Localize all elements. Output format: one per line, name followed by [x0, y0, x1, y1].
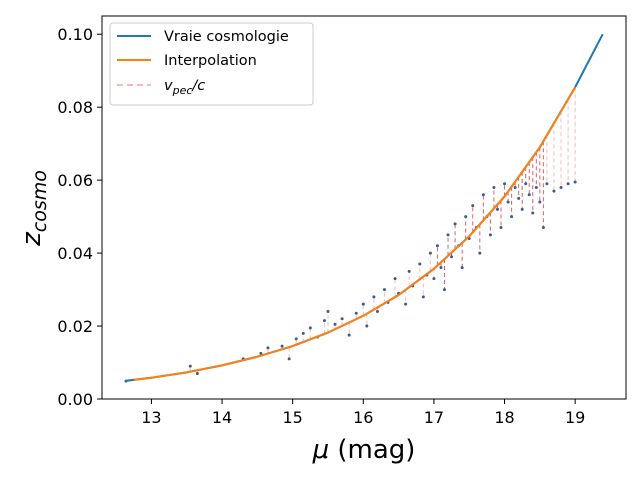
scatter-points — [124, 180, 577, 383]
scatter-point — [382, 288, 386, 292]
x-axis-title-unit: (mag) — [329, 435, 415, 465]
legend-label-interpolation: Interpolation — [164, 53, 257, 69]
scatter-point — [308, 326, 312, 330]
legend-label-vpec-sub: pec — [172, 84, 193, 97]
scatter-point — [407, 269, 411, 273]
legend-label-vpec: vpec/c — [164, 78, 205, 97]
scatter-point — [340, 317, 344, 321]
scatter-point — [266, 346, 270, 350]
scatter-point — [460, 266, 464, 270]
scatter-point — [347, 333, 351, 337]
scatter-point — [538, 200, 542, 204]
x-axis: 13 14 15 16 17 18 19 — [141, 399, 585, 427]
scatter-point — [354, 311, 358, 315]
scatter-point — [520, 207, 524, 211]
scatter-point — [481, 193, 485, 197]
legend-label-vpec-tail: /c — [190, 78, 205, 94]
scatter-point — [541, 226, 545, 230]
scatter-point — [372, 295, 376, 299]
y-axis: 0.00 0.02 0.04 0.06 0.08 0.10 — [57, 25, 102, 409]
scatter-point — [492, 185, 496, 189]
scatter-point — [365, 324, 369, 328]
y-tick-label: 0.10 — [57, 25, 93, 44]
scatter-point — [471, 204, 475, 208]
x-tick-label: 19 — [565, 408, 585, 427]
scatter-point — [326, 309, 330, 313]
y-axis-title-sub: cosmo — [29, 170, 51, 232]
x-tick-label: 15 — [282, 408, 302, 427]
x-tick-label: 14 — [212, 408, 232, 427]
scatter-point — [418, 262, 422, 266]
legend-label-vpec-main: v — [164, 78, 173, 94]
scatter-point — [188, 364, 192, 368]
scatter-point — [464, 215, 468, 219]
scatter-point — [446, 233, 450, 237]
scatter-point — [495, 207, 499, 211]
scatter-point — [195, 371, 199, 375]
scatter-point — [534, 185, 538, 189]
x-tick-label: 18 — [494, 408, 514, 427]
legend: Vraie cosmologie Interpolation vpec/c — [109, 22, 314, 106]
scatter-point — [503, 182, 507, 186]
scatter-point — [453, 222, 457, 226]
x-tick-label: 13 — [141, 408, 161, 427]
scatter-point — [450, 255, 454, 259]
scatter-point — [435, 244, 439, 248]
scatter-point — [531, 211, 535, 215]
scatter-point — [361, 302, 365, 306]
scatter-point — [301, 331, 305, 335]
scatter-point — [573, 180, 577, 184]
y-tick-label: 0.00 — [57, 390, 93, 409]
y-tick-label: 0.04 — [57, 244, 93, 263]
x-axis-title: μ (mag) — [312, 435, 416, 465]
scatter-point — [393, 277, 397, 281]
scatter-point — [443, 288, 447, 292]
scatter-point — [280, 344, 284, 348]
scatter-point — [524, 182, 528, 186]
legend-box — [109, 22, 314, 106]
scatter-point — [287, 357, 291, 361]
y-tick-label: 0.06 — [57, 171, 93, 190]
scatter-point — [527, 193, 531, 197]
legend-label-true-cosmology: Vraie cosmologie — [164, 29, 289, 45]
vpec-lines — [125, 87, 576, 382]
scatter-point — [552, 189, 556, 193]
x-tick-label: 17 — [424, 408, 444, 427]
scatter-point — [488, 233, 492, 237]
scatter-point — [294, 337, 298, 341]
y-tick-label: 0.02 — [57, 317, 93, 336]
y-axis-title-base: z — [17, 231, 47, 247]
series-lines — [125, 33, 604, 382]
scatter-point — [432, 277, 436, 281]
x-tick-label: 16 — [353, 408, 373, 427]
scatter-point — [421, 295, 425, 299]
scatter-point — [375, 309, 379, 313]
y-axis-title: zcosmo — [17, 170, 51, 247]
scatter-point — [517, 196, 521, 200]
x-axis-title-mu: μ — [312, 435, 330, 465]
plot-frame — [101, 15, 627, 400]
scatter-point — [404, 302, 408, 306]
scatter-point — [478, 251, 482, 255]
scatter-point — [513, 185, 517, 189]
scatter-point — [545, 182, 549, 186]
scatter-point — [333, 322, 337, 326]
y-tick-label: 0.08 — [57, 98, 93, 117]
scatter-point — [439, 266, 443, 270]
scatter-point — [428, 251, 432, 255]
scatter-point — [559, 185, 563, 189]
scatter-point — [566, 182, 570, 186]
scatter-point — [322, 319, 326, 323]
scatter-point — [506, 200, 510, 204]
line-interpolation — [133, 86, 577, 381]
scatter-point — [499, 226, 503, 230]
scatter-point — [510, 215, 514, 219]
scatter-point — [259, 351, 263, 355]
